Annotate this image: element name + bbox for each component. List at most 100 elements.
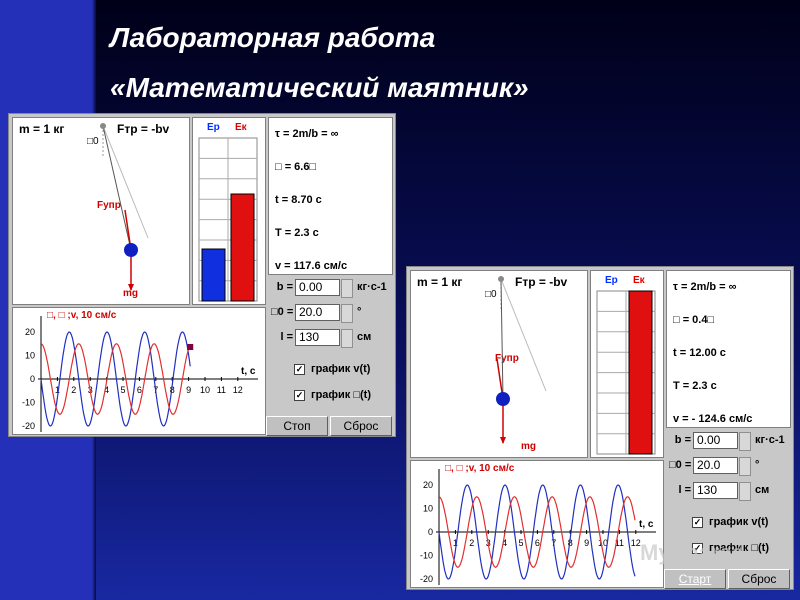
readout: t = 8.70 с	[275, 194, 322, 206]
spin-arrows[interactable]	[739, 432, 751, 451]
x-tick-label: 6	[535, 538, 540, 548]
checkbox[interactable]: ✓	[692, 517, 703, 528]
spin-input[interactable]: 130	[295, 329, 340, 346]
control-unit: °	[755, 459, 760, 471]
checkbox[interactable]: ✓	[294, 364, 305, 375]
energy-area: Ep Eк	[192, 117, 266, 305]
energy-bars	[198, 137, 258, 302]
spin-input[interactable]: 0.00	[693, 432, 738, 449]
initial-position	[500, 278, 547, 392]
readout: v = - 124.6 см/с	[673, 413, 753, 425]
plot-legend: □, □ ;v, 10 см/с	[445, 463, 515, 474]
readout: T = 2.3 с	[673, 380, 717, 392]
spin-arrows[interactable]	[739, 457, 751, 476]
plot-area: □, □ ;v, 10 см/с t, с 20 10 0 -10 -20 1 2 3 4 5 6 7 8 9…	[12, 307, 266, 435]
control-unit: °	[357, 306, 362, 318]
spin-arrows[interactable]	[341, 304, 353, 323]
energy-label: Eк	[633, 275, 645, 286]
x-tick-label: 10	[200, 385, 210, 395]
readout: τ = 2m/b = ∞	[275, 128, 339, 140]
reset-button[interactable]: Сброс	[728, 569, 790, 589]
mass-label: m = 1 кг	[19, 122, 65, 136]
angle-label: □0	[87, 136, 99, 147]
pendulum-area: m = 1 кг Fтр = -bv □0 Fупр mg	[12, 117, 190, 305]
x-tick-label: 5	[518, 538, 523, 548]
control-label: b =	[674, 434, 691, 446]
spin-input[interactable]: 130	[693, 482, 738, 499]
checkbox[interactable]: ✓	[692, 543, 703, 554]
force-label: Fупр	[495, 353, 519, 364]
checkbox-label: график v(t)	[709, 516, 769, 528]
potential-bar	[201, 248, 226, 302]
readout: τ = 2m/b = ∞	[673, 281, 737, 293]
initial-position	[102, 125, 149, 239]
time-axis-label: t, с	[241, 366, 256, 377]
checkbox-label: график □(t)	[311, 389, 372, 401]
energy-label: Eк	[235, 122, 247, 133]
subtitle: «Математический маятник»	[110, 72, 529, 103]
gravity-label: mg	[521, 441, 536, 452]
control-label: l =	[280, 331, 293, 343]
simulation-window: m = 1 кг Fтр = -bv □0 Fупр mg Ep Eк τ = 2m/b = …	[406, 266, 794, 590]
pendulum-drawing	[496, 276, 547, 444]
kinetic-bar	[230, 193, 255, 302]
spin-input[interactable]: 20.0	[295, 304, 340, 321]
time-axis-label: t, с	[639, 519, 654, 530]
x-tick-label: 12	[233, 385, 243, 395]
velocity-curve	[40, 331, 191, 427]
y-tick-label: 10	[423, 504, 433, 514]
gravity-arrowhead	[128, 284, 134, 291]
pendulum-area: m = 1 кг Fтр = -bv □0 Fупр mg	[410, 270, 588, 458]
reset-button[interactable]: Сброс	[330, 416, 392, 436]
angle-curve	[40, 343, 191, 415]
spin-input[interactable]: 20.0	[693, 457, 738, 474]
y-tick-label: 10	[25, 351, 35, 361]
checkbox-label: график □(t)	[709, 542, 770, 554]
simulation-window: m = 1 кг Fтр = -bv □0 Fупр mg Ep Eк τ = 2m/b = …	[8, 113, 396, 437]
angle-label: □0	[485, 289, 497, 300]
y-tick-label: -20	[22, 421, 35, 431]
start-stop-button[interactable]: Стоп	[266, 416, 328, 436]
spin-arrows[interactable]	[341, 279, 353, 298]
time-cursor	[187, 344, 194, 350]
readout: t = 12.00 с	[673, 347, 726, 359]
x-tick-label: 11	[615, 538, 624, 548]
friction-label: Fтр = -bv	[117, 122, 170, 136]
x-tick-label: 5	[120, 385, 125, 395]
pivot	[100, 123, 106, 129]
y-tick-label: 20	[25, 327, 35, 337]
force-label: Fупр	[97, 200, 121, 211]
x-tick-label: 2	[469, 538, 474, 548]
control-label: b =	[276, 281, 293, 293]
readout: □ = 6.6□	[275, 161, 317, 173]
checkbox[interactable]: ✓	[294, 390, 305, 401]
friction-label: Fтр = -bv	[515, 275, 568, 289]
spin-arrows[interactable]	[739, 482, 751, 501]
x-tick-label: 11	[217, 385, 226, 395]
watermark: MyShared	[640, 540, 746, 565]
checkbox-label: график v(t)	[311, 363, 371, 375]
spin-arrows[interactable]	[341, 329, 353, 348]
control-label: □0 =	[271, 306, 294, 318]
x-tick-label: 1	[55, 385, 60, 395]
x-tick-label: 4	[104, 385, 109, 395]
energy-area: Ep Eк	[590, 270, 664, 458]
start-stop-button[interactable]: Старт	[664, 569, 726, 589]
energy-label: Ep	[207, 122, 220, 133]
x-tick-label: 6	[137, 385, 142, 395]
x-tick-label: 12	[631, 538, 641, 548]
velocity-curve	[438, 484, 636, 580]
y-tick-label: -10	[22, 398, 35, 408]
control-unit: кг·с-1	[755, 434, 785, 446]
y-tick-label: -10	[420, 551, 433, 561]
readout-area: τ = 2m/b = ∞ □ = 6.6□ t = 8.70 с T = 2.3 с v…	[268, 117, 393, 275]
control-label: l =	[678, 484, 691, 496]
x-tick-label: 4	[502, 538, 507, 548]
angle-curve	[438, 496, 636, 568]
spin-input[interactable]: 0.00	[295, 279, 340, 296]
readout: T = 2.3 с	[275, 227, 319, 239]
title: Лабораторная работа	[110, 22, 436, 53]
x-tick-label: 9	[584, 538, 589, 548]
